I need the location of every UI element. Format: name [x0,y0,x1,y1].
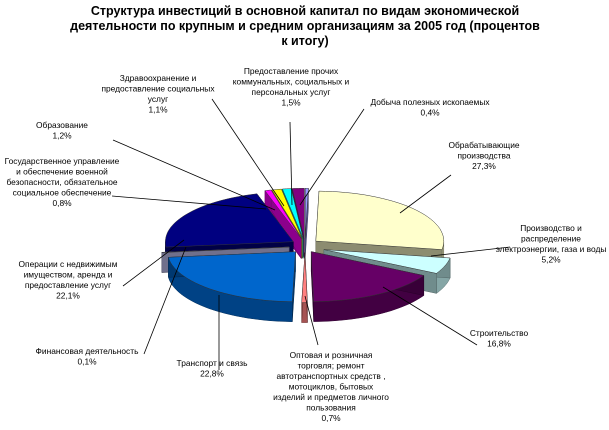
leader-line [382,286,478,346]
slice-label-line: Производство и [520,223,582,233]
slice-value: 27,3% [472,161,496,171]
slice-value: 5,2% [541,255,561,265]
slice-value: 22,1% [56,291,80,301]
slice-value: 1,1% [148,105,168,115]
slice-value: 0,1% [77,357,97,367]
slice-label: Обрабатывающие производства 27,3% [448,140,519,171]
pie-slice [161,246,290,253]
leader-line [112,139,276,211]
slice-label: Операции с недвижимым имуществом, аренда … [19,259,118,301]
slice-label: Производство и распределение электроэнерги… [496,223,607,265]
slice-label-line: Строительство [470,328,529,338]
slice-value: 22,8% [200,369,224,379]
slice-label-line: персональных услуг [252,87,331,97]
slice-label-line: Образование [36,120,88,130]
pie-slice [282,188,304,239]
slice-label-line: изделий и предметов личного [273,392,389,402]
slice-label: Оптовая и розничная торговля; ремонт автот… [273,350,389,423]
leader-line [430,246,511,257]
chart-title: Структура инвестиций в основной капитал … [70,4,540,48]
slice-label-line: и обеспечение военной [16,167,108,177]
leader-line [211,98,285,207]
pie-slice [323,249,451,274]
slice-label-line: предоставление услуг [25,280,111,290]
slice-label-line: Предоставление прочих [244,66,339,76]
pie-slice [271,188,303,239]
leader-line [299,108,365,206]
slice-label: Строительство 16,8% [470,328,529,349]
leader-line [143,246,187,355]
leader-line [304,295,319,346]
slice-label: Здравоохранение и предоставление социальн… [101,73,215,115]
slice-label-line: услуг [148,94,168,104]
slice-label-line: Операции с недвижимым [19,259,118,269]
pie-slice [310,251,425,302]
pie-slice [264,189,302,239]
slice-label-line: Финансовая деятельность [36,346,140,356]
slice-label-line: торговля; ремонт [297,361,364,371]
slice-value: 0,8% [52,198,72,208]
slice-label-line: Здравоохранение и [120,73,197,83]
slice-label: Государственное управление и обеспечение … [5,156,120,208]
slice-label-line: предоставление социальных [101,84,215,94]
slice-label-line: Государственное управление [5,156,120,166]
slice-label-line: безопасности, обязательное [6,177,117,187]
slice-value: 16,8% [487,339,511,349]
slice-label-line: коммунальных, социальных и [233,77,350,87]
slice-label-line: пользования [306,403,356,413]
slice-value: 0,7% [321,413,341,423]
slice-label-line: Добыча полезных ископаемых [370,97,490,107]
pie-slice [315,190,445,250]
slice-label-line: Транспорт и связь [177,358,249,368]
slice-label: Транспорт и связь 22,8% [177,358,249,379]
slice-label-line: распределение [521,234,581,244]
slice-label-line: Обрабатывающие [448,140,519,150]
slice-label: Образование 1,2% [36,120,88,141]
slice-value: 0,4% [420,108,440,118]
pie-slice [165,193,294,248]
leader-line [289,121,293,206]
pie-slice [304,188,309,239]
leader-line [399,174,452,214]
pie-slice [291,188,305,239]
slice-label: Добыча полезных ископаемых 0,4% [370,97,490,118]
pie-slice [168,251,296,302]
slice-value: 1,2% [52,131,72,141]
slice-value: 1,5% [281,98,301,108]
pie-slice [301,252,308,303]
slice-label-line: социальное обеспечение [13,188,112,198]
leader-line [122,239,185,287]
slice-label-line: мотоциклов, бытовых [289,382,374,392]
slice-label-line: электроэнергии, газа и воды [496,244,607,254]
slice-label-line: автотранспортных средств , [276,371,385,381]
slice-label-line: Оптовая и розничная [290,350,373,360]
leader-line [111,195,267,210]
slice-label: Предоставление прочих коммунальных, социа… [233,66,350,108]
slice-label-line: производства [457,151,510,161]
slice-label: Финансовая деятельность 0,1% [36,346,140,367]
slice-label-line: имуществом, аренда и [24,270,113,280]
